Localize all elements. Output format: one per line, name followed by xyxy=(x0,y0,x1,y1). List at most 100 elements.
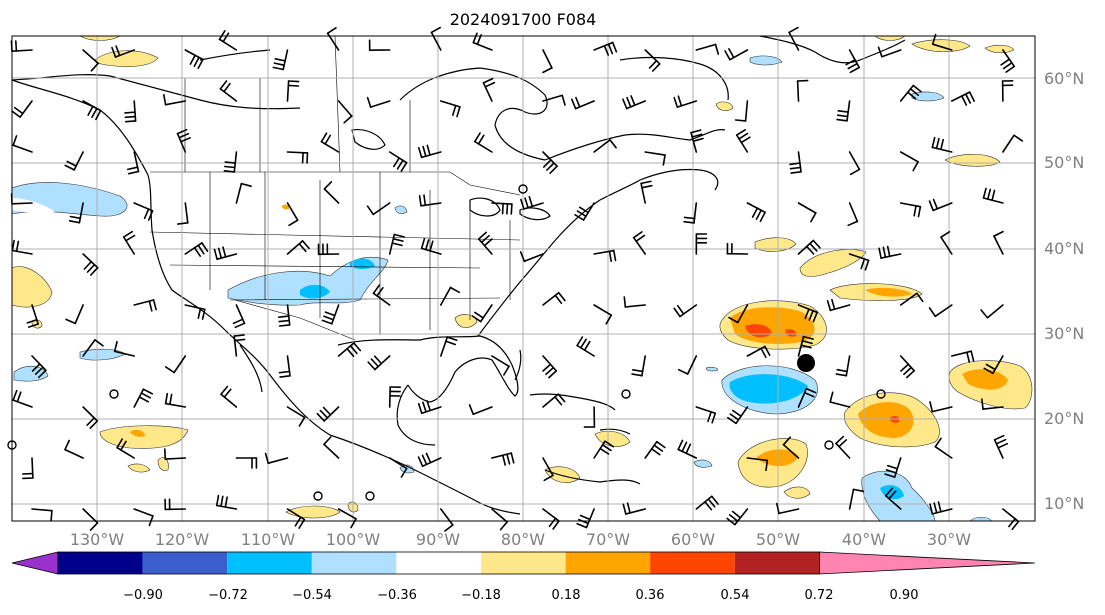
colorbar-tick-label: 0.54 xyxy=(721,588,750,603)
wind-barb xyxy=(797,335,815,357)
wind-barb xyxy=(726,242,749,255)
wind-barb xyxy=(542,94,566,106)
wind-barb xyxy=(1002,508,1020,531)
gridlines xyxy=(12,36,1035,521)
wind-barb xyxy=(82,49,99,72)
colorbar-tick-label: −0.90 xyxy=(123,588,163,603)
wind-barb xyxy=(368,39,391,52)
greenland-coast xyxy=(759,35,906,64)
wind-barb xyxy=(417,400,442,415)
pos-area-greenland xyxy=(911,39,971,53)
calm-marker xyxy=(365,491,375,501)
wind-barb xyxy=(593,304,613,325)
wind-barb xyxy=(366,202,391,216)
wind-barb xyxy=(980,304,1004,319)
map-frame xyxy=(11,35,1036,522)
wind-barb xyxy=(277,304,291,327)
wind-barb xyxy=(272,49,289,71)
wind-barb xyxy=(695,43,720,55)
wind-barb xyxy=(64,439,84,459)
wind-barb xyxy=(622,95,647,110)
wind-barb xyxy=(899,355,916,379)
wind-barb xyxy=(491,508,508,531)
wind-barb xyxy=(728,304,749,324)
lat-label: 60°N xyxy=(1044,69,1084,88)
wind-barb xyxy=(983,355,1004,375)
wind-barb xyxy=(12,389,33,408)
wind-barb xyxy=(835,355,851,377)
wind-barb xyxy=(593,440,615,459)
wind-barb xyxy=(113,340,135,357)
coastlines xyxy=(11,35,906,515)
wind-barb xyxy=(782,436,800,459)
wind-barb xyxy=(835,435,851,459)
wind-barb xyxy=(695,233,708,255)
colorbar-outline xyxy=(57,551,820,575)
yucatan xyxy=(396,384,436,446)
wind-barb xyxy=(64,151,84,171)
wind-barb xyxy=(286,240,310,255)
wind-barb xyxy=(133,202,154,221)
great-lakes xyxy=(469,197,501,217)
colorbar-tick-label: 0.72 xyxy=(805,588,834,603)
wind-barb xyxy=(184,49,204,70)
wind-barb xyxy=(899,151,919,172)
wind-barb xyxy=(439,286,461,306)
lon-label: 80°W xyxy=(501,530,545,549)
wind-barb xyxy=(677,355,698,375)
pos-small-montana xyxy=(282,204,290,210)
calm-marker xyxy=(824,440,834,450)
wind-barb xyxy=(133,299,157,312)
wind-barb xyxy=(878,245,902,259)
lon-label: 50°W xyxy=(756,530,800,549)
wind-barb xyxy=(439,508,454,532)
wind-barb xyxy=(321,304,340,325)
pos-area-pacific-west xyxy=(11,266,53,308)
wind-barb xyxy=(388,233,405,255)
wind-barb xyxy=(929,401,953,413)
wind-barb xyxy=(337,508,357,529)
lon-label: 120°W xyxy=(155,530,210,549)
colorbar-segment xyxy=(650,552,735,574)
pos-area-pacific-small xyxy=(127,463,151,473)
wind-barb xyxy=(12,135,33,153)
wind-barb xyxy=(746,345,771,359)
wind-barb xyxy=(366,96,391,108)
wind-barb xyxy=(31,508,53,522)
wind-barb xyxy=(877,46,902,58)
wind-barb xyxy=(264,452,289,465)
colorbar xyxy=(11,551,1036,575)
gulf-coast xyxy=(337,335,519,403)
wind-barb xyxy=(372,284,391,306)
colorbar-tick-label: 0.18 xyxy=(552,588,581,603)
wind-barb xyxy=(542,508,560,530)
wind-barb xyxy=(286,202,299,227)
colorbar-extend-high xyxy=(819,551,1036,575)
colorbar-segment xyxy=(58,552,143,574)
wind-barb xyxy=(735,129,751,153)
wind-barb xyxy=(164,392,187,408)
arctic-island xyxy=(199,49,271,61)
wind-barb xyxy=(439,100,461,118)
wind-barb xyxy=(176,128,191,153)
wind-barb xyxy=(417,452,442,468)
colorbar-extend-low xyxy=(11,551,59,575)
lon-label: 130°W xyxy=(70,530,125,549)
wind-barb xyxy=(775,502,800,515)
pos-area-pacific-small2 xyxy=(157,457,169,471)
pos-area-south-atlantic2 xyxy=(783,486,811,499)
lat-label: 10°N xyxy=(1044,494,1084,513)
shaded-field xyxy=(11,35,1033,522)
wind-barb xyxy=(218,30,238,51)
wind-barb xyxy=(232,304,246,329)
wind-barb xyxy=(420,238,442,255)
wind-barb xyxy=(542,291,566,306)
colorbar-segment xyxy=(396,552,481,574)
neg-area-labrador xyxy=(749,55,783,66)
wind-barb xyxy=(623,296,647,308)
colorbar-segment xyxy=(227,552,312,574)
neg-area-small xyxy=(705,366,719,372)
storm-center-marker xyxy=(797,354,815,372)
wind-barb xyxy=(848,488,865,510)
wind-barb xyxy=(899,202,922,218)
